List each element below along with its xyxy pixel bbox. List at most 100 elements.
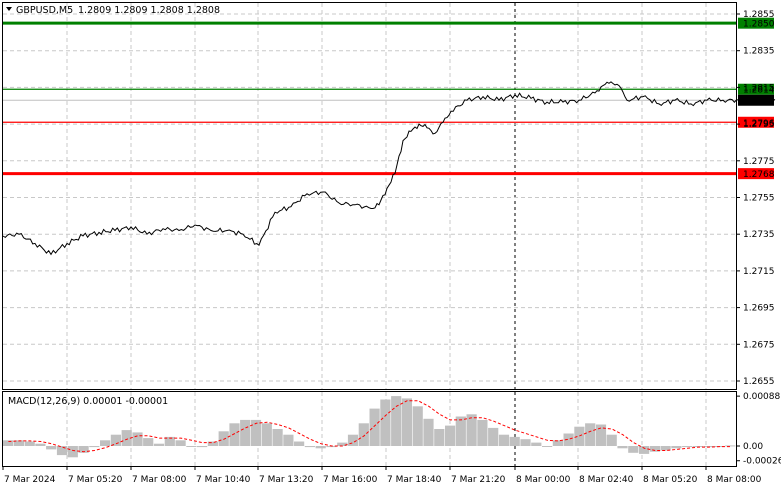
- macd-bar: [391, 396, 402, 446]
- y-tick-label: 1.2695: [743, 304, 775, 314]
- macd-bar: [218, 431, 229, 446]
- macd-bar: [261, 423, 272, 446]
- price-line: [2, 81, 776, 256]
- macd-bar: [197, 446, 208, 448]
- macd-bar: [272, 429, 283, 446]
- macd-indicator: [3, 396, 736, 458]
- chart-header: GBPUSD,M5 1.2809 1.2809 1.2808 1.2808: [6, 5, 220, 16]
- x-tick-label: 8 Mar 00:00: [516, 475, 571, 485]
- x-tick-label: 7 Mar 13:20: [259, 475, 314, 485]
- y-tick-label: 1.2675: [743, 340, 775, 350]
- x-tick-label: 8 Mar 05:20: [643, 475, 698, 485]
- macd-bar: [703, 446, 714, 448]
- price-axis: 1.2855 1.2835 1.2815 1.2795 1.2775 1.2755 1.27…: [737, 10, 781, 467]
- level-tag: [738, 83, 774, 95]
- ohlc-values: 1.2809 1.2809 1.2808 1.2808: [78, 5, 220, 16]
- macd-bar: [240, 419, 251, 446]
- macd-signal-line: [8, 400, 731, 453]
- symbol-timeframe: GBPUSD,M5: [16, 5, 73, 16]
- macd-bar: [401, 398, 412, 446]
- macd-bar: [67, 446, 78, 458]
- macd-bar: [164, 436, 175, 446]
- macd-bar: [358, 423, 369, 446]
- macd-bar: [35, 443, 46, 446]
- macd-bar: [24, 441, 35, 446]
- macd-bar: [585, 423, 596, 446]
- macd-bar: [466, 414, 477, 446]
- macd-bar: [337, 442, 348, 446]
- level-tag-label: 1.2768: [743, 170, 775, 180]
- macd-y-tick-label: 0.00088: [743, 392, 780, 402]
- y-tick-label: 1.2655: [743, 377, 775, 387]
- macd-bar: [595, 424, 607, 446]
- y-tick-label: 1.2815: [743, 83, 775, 93]
- level-tag: [738, 168, 774, 180]
- level-tag-label: 1.2814: [743, 86, 775, 96]
- y-tick-label: 1.2755: [743, 194, 775, 204]
- macd-bar: [143, 438, 154, 446]
- y-tick-label: 1.2795: [743, 120, 775, 130]
- macd-bar: [304, 446, 315, 448]
- x-tick-label: 7 Mar 08:00: [132, 475, 187, 485]
- macd-bar: [477, 419, 488, 446]
- level-tag-label: 1.2850: [743, 20, 775, 30]
- macd-bar: [78, 446, 89, 453]
- macd-bar: [488, 427, 499, 446]
- macd-bar: [498, 434, 510, 446]
- level-tag-label: 1.2796: [743, 119, 775, 129]
- macd-bar: [423, 418, 434, 446]
- macd-bar: [434, 429, 445, 446]
- macd-bar: [46, 446, 57, 450]
- y-tick-label: 1.2735: [743, 230, 775, 240]
- macd-bar: [380, 399, 391, 446]
- macd-y-tick-label: -0.00026: [743, 457, 781, 467]
- macd-bar: [509, 436, 520, 446]
- macd-bar: [649, 446, 660, 452]
- macd-bar: [207, 441, 218, 446]
- macd-bar: [283, 434, 294, 446]
- macd-bar: [692, 446, 704, 447]
- macd-bar: [520, 439, 531, 446]
- macd-bar: [315, 446, 326, 449]
- macd-bar: [110, 434, 121, 446]
- level-tag: [738, 94, 774, 106]
- macd-plot-frame: [2, 391, 737, 467]
- macd-bar: [531, 442, 542, 446]
- x-tick-label: 8 Mar 02:40: [579, 475, 634, 485]
- macd-bar: [617, 446, 628, 449]
- x-tick-label: 7 Mar 05:20: [68, 475, 123, 485]
- macd-bar: [682, 446, 693, 448]
- macd-bar: [725, 445, 736, 447]
- macd-bar: [563, 433, 574, 446]
- x-tick-label: 7 Mar 2024: [4, 475, 56, 485]
- x-tick-label: 8 Mar 08:00: [707, 475, 762, 485]
- x-tick-label: 7 Mar 16:00: [323, 475, 378, 485]
- macd-bar: [445, 425, 456, 446]
- main-plot-frame: [2, 2, 737, 390]
- x-tick-label: 7 Mar 18:40: [387, 475, 442, 485]
- triangle-down-icon[interactable]: [6, 7, 12, 11]
- macd-bar: [412, 406, 423, 446]
- macd-bar: [175, 440, 186, 446]
- level-tag: [738, 116, 774, 128]
- x-tick-label: 7 Mar 10:40: [196, 475, 251, 485]
- macd-bar: [326, 446, 337, 448]
- macd-bar: [89, 446, 100, 448]
- macd-bar: [639, 446, 650, 454]
- macd-bar: [606, 434, 617, 446]
- macd-label: MACD(12,26,9) 0.00001 -0.00001: [8, 396, 168, 407]
- macd-bar: [455, 416, 466, 446]
- macd-bar: [574, 426, 585, 446]
- level-tag: [738, 17, 774, 29]
- y-tick-label: 1.2835: [743, 47, 775, 57]
- macd-bar: [628, 446, 639, 453]
- macd-bar: [3, 440, 14, 446]
- x-tick-label: 7 Mar 21:20: [451, 475, 506, 485]
- macd-bar: [369, 408, 380, 446]
- macd-bar: [294, 441, 305, 446]
- macd-bar: [153, 443, 165, 446]
- macd-bar: [56, 446, 68, 456]
- y-tick-label: 1.2855: [743, 10, 775, 20]
